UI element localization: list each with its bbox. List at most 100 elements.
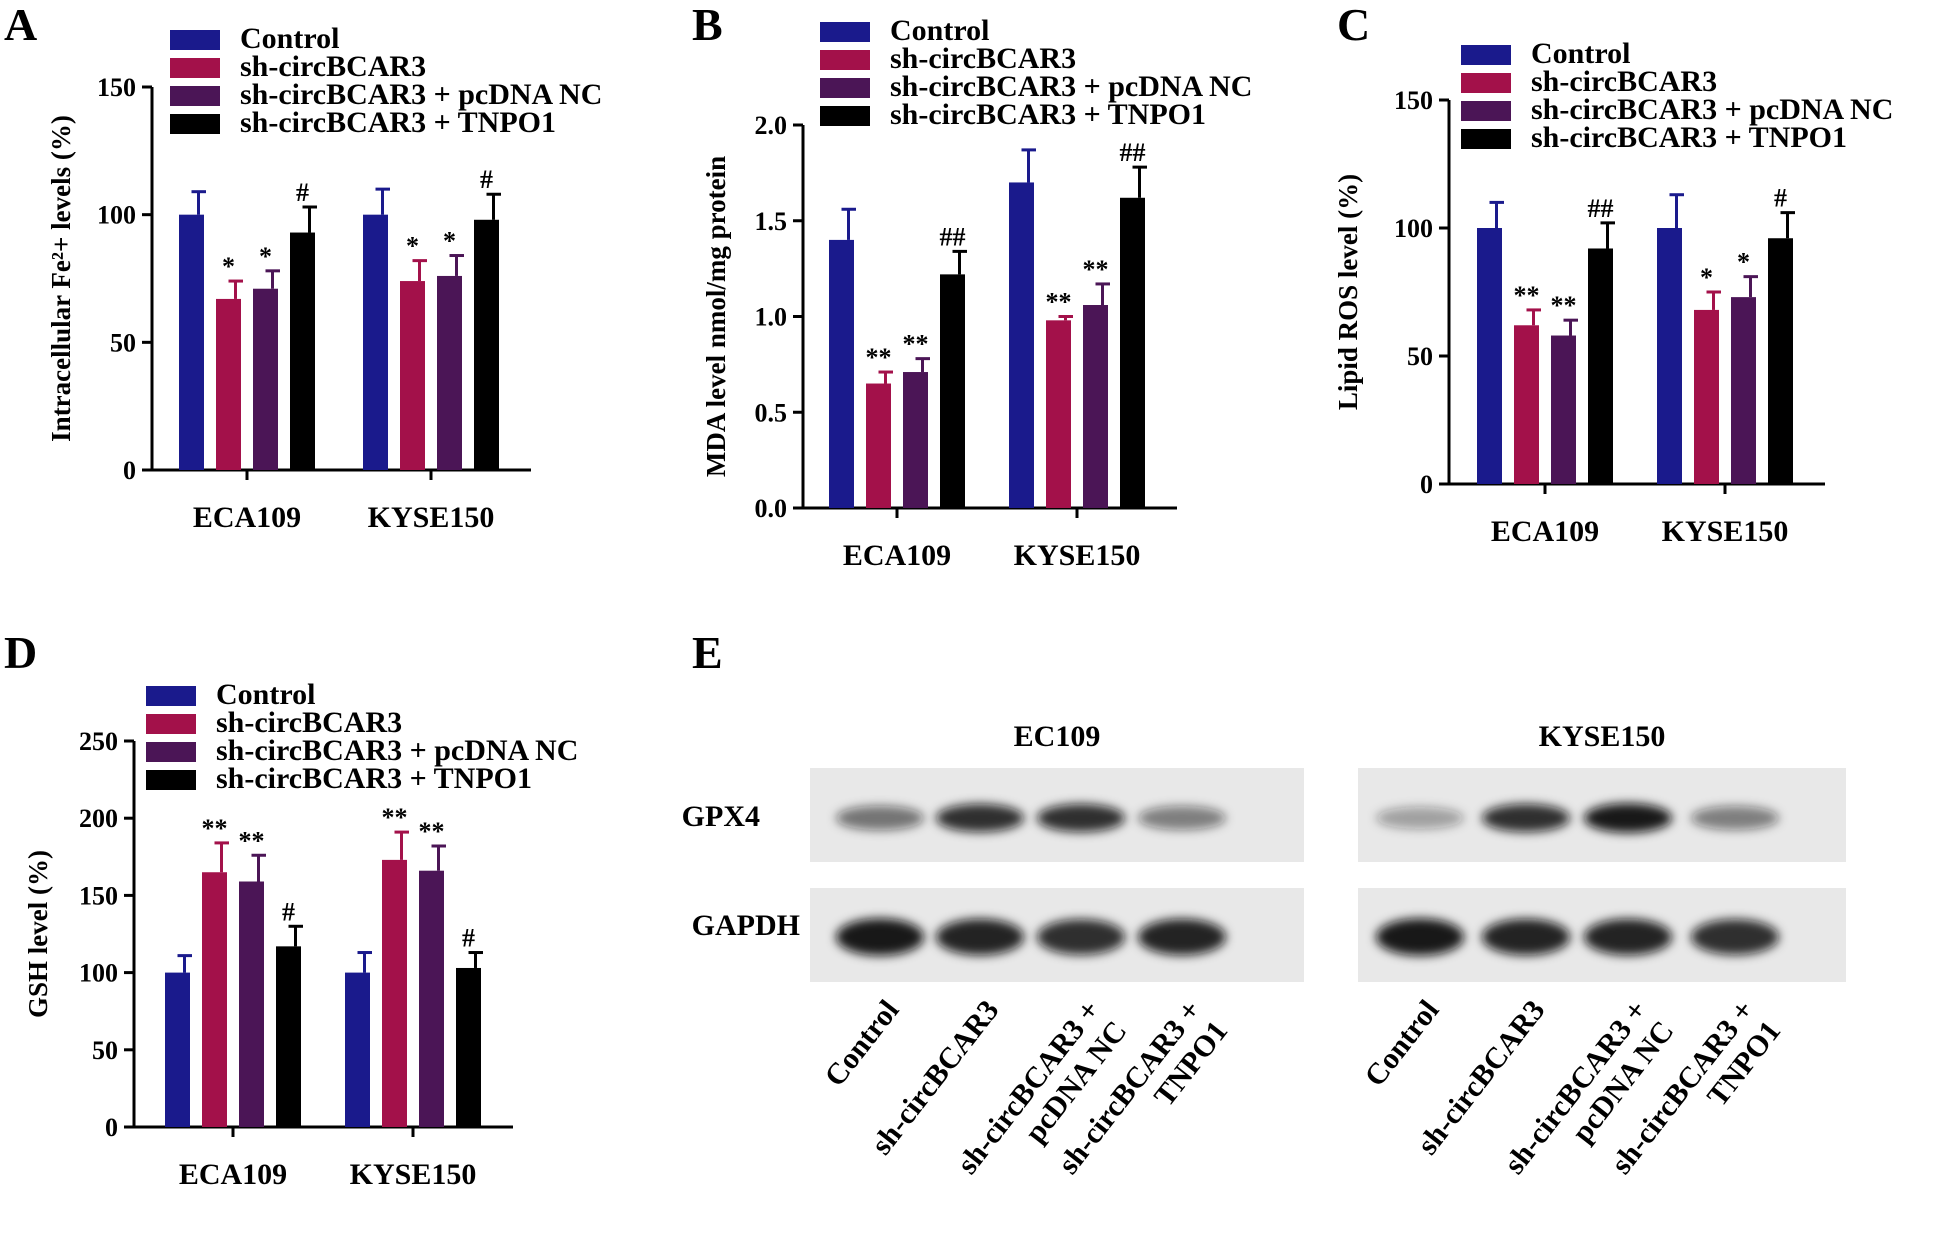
significance-mark: **	[202, 814, 228, 843]
panel-label: A	[4, 0, 37, 50]
bar	[165, 972, 190, 1127]
significance-mark: *	[259, 242, 272, 271]
legend-label: sh-circBCAR3 + TNPO1	[1531, 121, 1847, 154]
significance-mark: *	[1700, 263, 1713, 292]
bar	[1514, 325, 1539, 484]
chart-panel-b: B 0.0 0.5 1.0 1.5 2.0 MDA level nmol/mg protei…	[692, 0, 1252, 572]
x-tick-label: ECA109	[179, 1158, 287, 1191]
blot-band	[1584, 918, 1672, 956]
y-axis-label: Intracellular Fe²+ levels (%)	[46, 115, 76, 442]
bar	[1731, 297, 1756, 484]
legend-swatch	[1461, 45, 1511, 65]
y-tick-label: 200	[79, 804, 118, 833]
significance-mark: #	[296, 178, 309, 207]
blot-band	[1691, 806, 1779, 830]
significance-mark: **	[1083, 255, 1109, 284]
blot-band	[1584, 803, 1672, 833]
y-tick-label: 100	[1394, 214, 1433, 243]
significance-mark: **	[382, 803, 408, 832]
y-tick-label: 250	[79, 727, 118, 756]
lane-label-line: Control	[1358, 994, 1445, 1093]
significance-mark: *	[443, 227, 456, 256]
significance-mark: *	[1737, 248, 1750, 277]
legend-swatch	[170, 58, 220, 78]
legend-swatch	[146, 742, 196, 762]
y-tick-label: 1.5	[755, 207, 788, 236]
y-tick-label: 0	[105, 1113, 118, 1142]
bar	[437, 275, 462, 470]
lane-label: Control	[1358, 994, 1445, 1093]
lane-label: Control	[818, 994, 905, 1093]
blot-band	[1482, 803, 1570, 833]
bar	[1768, 238, 1793, 484]
blot-band	[1376, 806, 1464, 830]
legend-label: sh-circBCAR3 + pcDNA NC	[240, 78, 602, 111]
x-tick-label: KYSE150	[1014, 539, 1141, 572]
blot-band	[936, 918, 1024, 956]
legend-label: sh-circBCAR3	[240, 50, 426, 83]
x-tick-label: ECA109	[193, 501, 301, 534]
y-tick-label: 0	[1420, 470, 1433, 499]
legend-swatch	[170, 86, 220, 106]
bar	[1551, 335, 1576, 484]
significance-mark: **	[1551, 291, 1577, 320]
legend-swatch	[170, 114, 220, 134]
blot-band	[836, 918, 924, 956]
significance-mark: **	[239, 826, 265, 855]
x-tick-label: KYSE150	[350, 1158, 477, 1191]
x-tick-label: ECA109	[843, 539, 951, 572]
y-tick-label: 100	[97, 201, 136, 230]
blot-band	[1037, 803, 1125, 833]
bar	[400, 281, 425, 470]
y-tick-label: 50	[110, 328, 136, 357]
bar	[290, 232, 315, 470]
significance-mark: #	[1774, 184, 1787, 213]
significance-mark: **	[1514, 281, 1540, 310]
significance-mark: **	[903, 330, 929, 359]
legend-swatch	[1461, 101, 1511, 121]
blot-band	[1037, 919, 1125, 955]
y-tick-label: 1.0	[755, 303, 788, 332]
blot-group-title: KYSE150	[1539, 720, 1666, 753]
bar	[419, 870, 444, 1127]
y-tick-label: 0.5	[755, 398, 788, 427]
bar	[363, 214, 388, 470]
significance-mark: ##	[940, 222, 966, 251]
legend-swatch	[820, 106, 870, 126]
significance-mark: ##	[1588, 194, 1614, 223]
bar	[903, 372, 928, 508]
significance-mark: *	[406, 232, 419, 261]
legend-label: sh-circBCAR3 + pcDNA NC	[216, 734, 578, 767]
legend-label: sh-circBCAR3 + TNPO1	[240, 106, 556, 139]
blot-band	[1691, 919, 1779, 955]
x-tick-label: KYSE150	[368, 501, 495, 534]
legend-swatch	[146, 686, 196, 706]
significance-mark: **	[866, 343, 892, 372]
y-tick-label: 100	[79, 959, 118, 988]
y-tick-label: 2.0	[755, 111, 788, 140]
bar	[474, 219, 499, 470]
blot-row-label: GPX4	[682, 800, 760, 833]
significance-mark: ##	[1120, 138, 1146, 167]
bar	[940, 274, 965, 508]
legend-swatch	[1461, 73, 1511, 93]
legend-swatch	[146, 770, 196, 790]
blot-band	[836, 805, 924, 831]
legend-label: Control	[890, 14, 989, 47]
bar	[1694, 309, 1719, 484]
x-tick-label: ECA109	[1491, 515, 1599, 548]
legend-swatch	[1461, 129, 1511, 149]
y-tick-label: 50	[1407, 342, 1433, 371]
y-tick-label: 0.0	[755, 494, 788, 523]
bar	[829, 239, 854, 508]
legend-label: sh-circBCAR3	[216, 706, 402, 739]
legend-label: Control	[1531, 37, 1630, 70]
y-tick-label: 0	[123, 456, 136, 485]
bar	[253, 288, 278, 470]
blot-band	[1138, 918, 1226, 956]
blot-group-title: EC109	[1014, 720, 1101, 753]
bar	[239, 881, 264, 1127]
panel-label: B	[692, 0, 723, 50]
